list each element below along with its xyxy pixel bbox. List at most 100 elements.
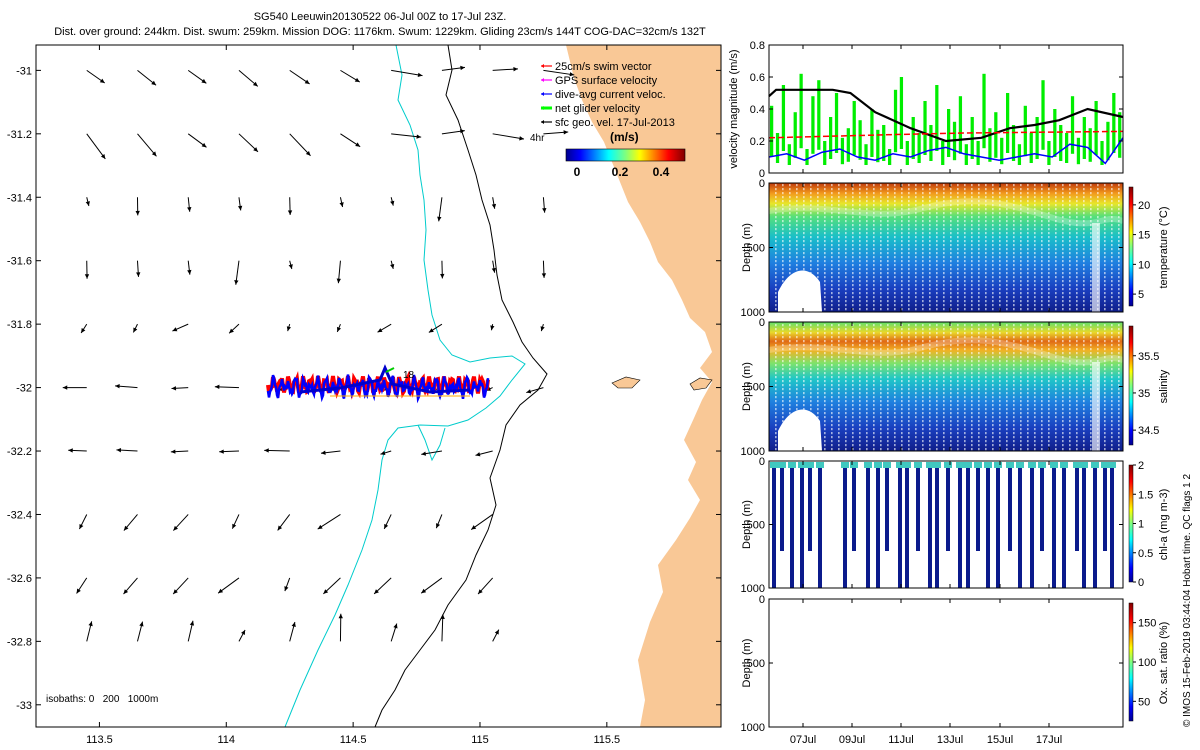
credit-text: © IMOS 15-Feb-2019 03:44:04 Hobart time.… <box>1182 474 1193 727</box>
velocity-bar <box>958 96 963 154</box>
velocity-bar <box>793 112 797 158</box>
velocity-bar <box>899 77 904 149</box>
cbar-label: chl-a (mg m-3) <box>1158 489 1170 561</box>
cbar-tick-label: 1 <box>1138 519 1144 531</box>
velocity-arrowhead <box>123 589 129 595</box>
chla-surface <box>994 462 1002 468</box>
section-nodata <box>778 409 822 451</box>
map-ytick-label: -31 <box>16 65 32 77</box>
velocity-bar <box>1023 105 1027 157</box>
chla-profile <box>1082 467 1086 588</box>
velocity-vector <box>543 69 575 76</box>
chla-profile <box>772 467 776 588</box>
velocity-bar <box>1065 133 1069 163</box>
chla-profile <box>1062 467 1066 588</box>
ytick-label: 0.4 <box>750 104 765 116</box>
velocity-vector <box>137 133 157 157</box>
chla-profile <box>976 467 980 551</box>
salinity-section: 0 500 1000 Depth (m) 34.5 35 35.5 salinity <box>741 317 1170 458</box>
chla-surface <box>1016 462 1024 468</box>
map-ytick-label: -32.2 <box>7 446 32 458</box>
velocity-arrowhead <box>151 151 157 157</box>
velocity-arrowhead <box>336 326 342 332</box>
chla-profile <box>1030 467 1034 588</box>
chla-profile <box>1018 467 1022 588</box>
cbar-tick-label: 5 <box>1138 289 1144 301</box>
velocity-bar <box>1106 121 1110 161</box>
legend-label: 25cm/s swim vector <box>555 61 652 73</box>
cbar-tick-label: 2 <box>1138 460 1144 472</box>
velocity-arrowhead <box>417 72 423 78</box>
velocity-ylabel: velocity magnitude (m/s) <box>728 49 740 168</box>
map-legend: 25cm/s swim vector GPS surface velocity di… <box>530 61 686 179</box>
velocity-arrowhead <box>440 273 445 279</box>
velocity-arrowhead <box>428 328 434 333</box>
map-ytick-label: -32.6 <box>7 573 32 585</box>
cbar-tick-label: 34.5 <box>1138 425 1159 437</box>
map-xtick-label: 115.5 <box>593 734 620 746</box>
velocity-bar <box>994 112 998 158</box>
chla-profile <box>946 467 950 551</box>
velocity-bar <box>905 141 909 165</box>
date-tick-label: 15Jul <box>987 734 1013 746</box>
cbar-tick-label: 10 <box>1138 259 1150 271</box>
ytick-label: 0 <box>759 317 765 329</box>
velocity-bar <box>1082 117 1086 159</box>
chla-profile <box>876 467 880 588</box>
velocity-arrowhead <box>241 629 246 635</box>
velocity-bar <box>1035 117 1039 159</box>
velocity-arrowhead <box>377 328 383 333</box>
velocity-arrowhead <box>526 389 532 394</box>
velocity-arrowhead <box>460 65 465 71</box>
chla-surface <box>896 462 904 468</box>
chla-profile <box>966 467 970 588</box>
velocity-arrowhead <box>277 525 283 531</box>
velocity-arrowhead <box>85 201 90 207</box>
velocity-bar <box>1118 112 1122 158</box>
velocity-bar <box>1053 109 1057 157</box>
velocity-bar <box>1094 101 1098 155</box>
velocity-arrowhead <box>336 278 341 284</box>
velocity-arrowhead <box>214 384 220 390</box>
chla-profile <box>866 467 870 588</box>
velocity-arrowhead <box>116 447 122 453</box>
ytick-label: 1000 <box>741 722 765 734</box>
legend-arrowhead <box>541 78 544 82</box>
velocity-bar <box>911 117 915 159</box>
chla-surface <box>1080 462 1088 468</box>
velocity-bar <box>1100 141 1104 165</box>
map-ytick-label: -31.6 <box>7 256 32 268</box>
velocity-arrowhead <box>421 451 427 456</box>
figure-title: SG540 Leeuwin20130522 06-Jul 00Z to 17-J… <box>254 11 507 23</box>
chla-profile <box>843 467 847 588</box>
velocity-vector <box>391 133 422 138</box>
chla-surface <box>806 462 814 468</box>
velocity-arrowhead <box>287 210 293 215</box>
velocity-bar <box>929 125 933 161</box>
velocity-bar <box>829 117 833 159</box>
velocity-arrowhead <box>84 274 90 279</box>
section-colorbar <box>1128 186 1134 307</box>
ytick-label: 1000 <box>741 583 765 595</box>
velocity-arrowhead <box>317 524 323 530</box>
velocity-arrowhead <box>62 385 68 390</box>
velocity-bar <box>947 109 951 157</box>
velocity-arrowhead <box>139 621 144 627</box>
chla-profile <box>1110 467 1114 588</box>
legend-arrowhead <box>541 92 544 96</box>
velocity-bar <box>1076 137 1081 165</box>
ytick-label: 0 <box>759 594 765 606</box>
velocity-arrowhead <box>380 450 386 456</box>
velocity-bar <box>870 109 874 157</box>
velocity-arrowhead <box>323 589 329 594</box>
chla-profile <box>800 467 804 588</box>
chla-surface <box>850 462 858 468</box>
date-tick-label: 17Jul <box>1036 734 1062 746</box>
velocity-arrowhead <box>237 205 243 211</box>
velocity-arrowhead <box>88 621 93 627</box>
isobath-200m <box>284 45 526 727</box>
chla-surface <box>778 462 786 468</box>
cbar-tick-label: 0 <box>1138 577 1144 589</box>
chla-surface <box>964 462 972 468</box>
